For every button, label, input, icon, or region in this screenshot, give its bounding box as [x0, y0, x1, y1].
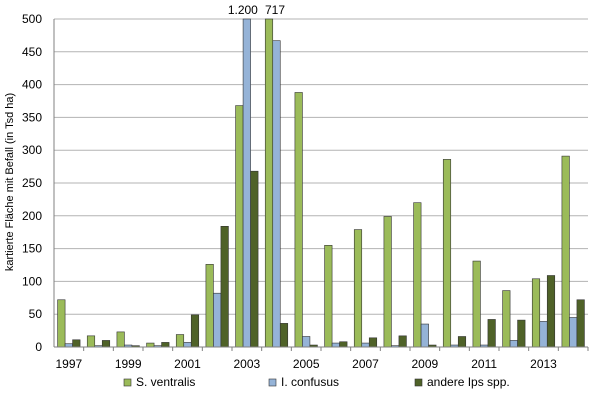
- axes: [53, 19, 589, 351]
- bar-s-ventralis-2005: [294, 92, 303, 348]
- gridlines: [54, 18, 588, 348]
- legend-swatch: [268, 378, 277, 387]
- bar-s-ventralis-2003: [235, 105, 244, 348]
- y-tick-label: 50: [29, 307, 43, 321]
- bar-andere-ips-spp--2004: [279, 323, 289, 348]
- bar-i-confusus-2003: [242, 18, 251, 348]
- y-axis-title: kartierte Fläche mit Befall (in Tsd ha): [4, 93, 16, 271]
- bar-s-ventralis-2006: [324, 245, 333, 348]
- bar-i-confusus-2001: [183, 342, 192, 348]
- bar-s-ventralis-1999: [116, 331, 125, 348]
- bar-i-confusus-2004: [272, 40, 281, 348]
- bar-andere-ips-spp--2008: [398, 335, 407, 348]
- bar-s-ventralis-2004: [264, 18, 274, 348]
- y-tick-label: 400: [22, 78, 42, 92]
- legend-label: S. ventralis: [136, 375, 195, 389]
- bar-i-confusus-2012: [509, 340, 518, 348]
- bar-andere-ips-spp--1998: [101, 340, 111, 348]
- annotation-label: 717: [265, 3, 285, 17]
- bar-s-ventralis-2002: [205, 264, 214, 348]
- bar-andere-ips-spp--1997: [72, 339, 81, 348]
- legend-swatch: [123, 378, 132, 387]
- bar-andere-ips-spp--2000: [161, 342, 170, 348]
- y-tick-label: 350: [22, 110, 42, 124]
- bar-i-confusus-2002: [213, 292, 222, 348]
- y-tick-label: 500: [22, 12, 42, 26]
- bar-i-confusus-2005: [302, 336, 311, 348]
- x-tick-label: 2013: [530, 357, 557, 371]
- y-tick-label: 250: [22, 176, 42, 190]
- bar-andere-ips-spp--2002: [220, 226, 229, 348]
- x-tick-label: 2003: [233, 357, 260, 371]
- bar-andere-ips-spp--2001: [190, 314, 200, 348]
- bar-i-confusus-2007: [361, 342, 370, 348]
- y-tick-label: 100: [22, 274, 42, 288]
- bar-andere-ips-spp--2014: [576, 299, 585, 348]
- legend-label: I. confusus: [281, 375, 339, 389]
- y-tick-label: 200: [22, 209, 42, 223]
- x-tick-label: 2011: [471, 357, 497, 371]
- bar-s-ventralis-2001: [175, 334, 185, 348]
- bar-andere-ips-spp--2007: [368, 337, 378, 348]
- tick-labels: 0 50 100 150 200 250 300 350 400 450 500 1997 1999 20…: [22, 12, 557, 371]
- x-tick-label: 2009: [411, 357, 438, 371]
- bar-i-confusus-2009: [420, 323, 429, 348]
- bar-s-ventralis-2010: [442, 159, 452, 348]
- bars: [57, 18, 585, 348]
- x-tick-label: 2005: [293, 357, 320, 371]
- x-tick-label: 2001: [174, 357, 201, 371]
- y-tick-label: 150: [22, 242, 42, 256]
- x-tick-label: 1997: [55, 357, 82, 371]
- bar-s-ventralis-2012: [502, 290, 511, 348]
- bar-i-confusus-2014: [569, 317, 578, 348]
- annotations: 1.200 717: [228, 3, 286, 17]
- bar-s-ventralis-1998: [86, 335, 96, 348]
- bar-andere-ips-spp--2011: [487, 319, 496, 348]
- bar-s-ventralis-2011: [472, 260, 481, 348]
- y-tick-label: 300: [22, 143, 42, 157]
- x-tick-label: 1999: [115, 357, 142, 371]
- legend-swatch: [414, 378, 423, 387]
- bar-andere-ips-spp--2013: [546, 275, 556, 348]
- legend-label: andere Ips spp.: [427, 375, 510, 389]
- annotation-label: 1.200: [228, 3, 258, 17]
- bar-andere-ips-spp--2010: [457, 336, 467, 348]
- bar-i-confusus-2013: [539, 321, 548, 348]
- bar-s-ventralis-2014: [561, 155, 570, 348]
- bar-s-ventralis-1997: [57, 299, 66, 348]
- bar-i-confusus-2006: [331, 342, 340, 348]
- bar-s-ventralis-2009: [413, 202, 422, 348]
- y-tick-label: 0: [35, 340, 42, 354]
- bar-andere-ips-spp--2006: [339, 341, 348, 348]
- bar-s-ventralis-2008: [383, 216, 392, 348]
- legend: S. ventralis I. confusus andere Ips spp.: [123, 375, 510, 389]
- bar-s-ventralis-2007: [353, 229, 363, 348]
- y-tick-label: 450: [22, 45, 42, 59]
- x-tick-label: 2007: [352, 357, 379, 371]
- bar-s-ventralis-2000: [146, 342, 155, 348]
- bar-andere-ips-spp--2003: [250, 170, 259, 348]
- bar-s-ventralis-2013: [531, 278, 541, 348]
- bar-andere-ips-spp--2012: [517, 319, 526, 348]
